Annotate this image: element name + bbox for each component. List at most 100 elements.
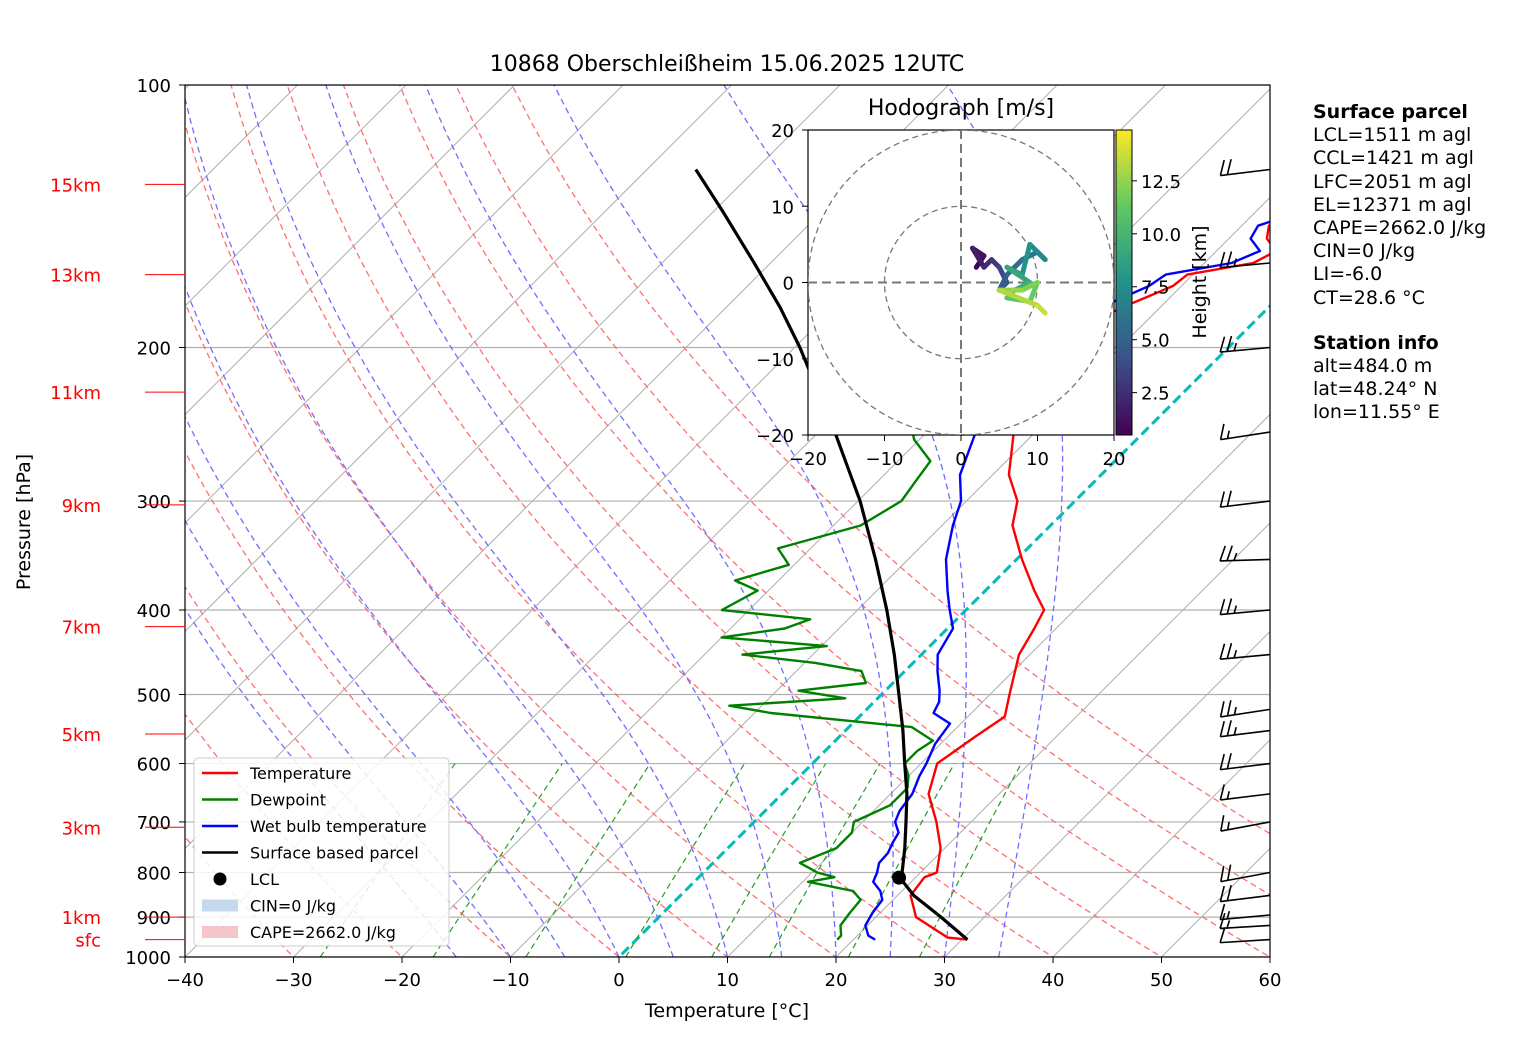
hodograph-y-tick-label: −20 (756, 426, 794, 447)
surface-line: EL=12371 m agl (1313, 193, 1472, 216)
wind-barb (1220, 815, 1270, 832)
height-tick-label: 3km (62, 818, 101, 839)
surface-parcel-header: Surface parcel (1313, 101, 1468, 123)
wind-barb-flag (1226, 159, 1232, 175)
dry-adiabat (185, 450, 621, 957)
dry-adiabat (342, 85, 1163, 957)
wind-barb-half-flag (1226, 911, 1231, 920)
hodograph-y-tick-label: 10 (771, 197, 794, 218)
colorbar-tick-label: 12.5 (1141, 172, 1181, 193)
wind-barb-flag (1226, 642, 1233, 659)
surface-line: CAPE=2662.0 J/kg (1313, 217, 1487, 240)
y-tick-label: 100 (137, 76, 171, 97)
temperature-line (909, 224, 1270, 941)
wind-barb (1219, 423, 1270, 441)
isotherm (185, 85, 841, 741)
zero-isotherm (616, 303, 1270, 957)
legend-swatch (213, 872, 227, 886)
wind-barb (1219, 927, 1270, 944)
station-line: lon=11.55° E (1313, 401, 1440, 424)
wind-barb (1219, 753, 1270, 771)
x-tick-label: 50 (1150, 970, 1173, 991)
height-tick-label: 9km (62, 496, 101, 517)
y-axis-label: Pressure [hPa] (13, 454, 35, 590)
wind-barb (1219, 903, 1270, 921)
chart-title: 10868 Oberschleißheim 15.06.2025 12UTC (490, 52, 965, 77)
y-tick-label: 300 (137, 492, 171, 513)
height-tick-label: 1km (62, 908, 101, 929)
wind-barb-half-flag (1233, 342, 1238, 352)
isotherm (185, 85, 407, 307)
dry-adiabat (185, 121, 838, 957)
y-tick-label: 200 (137, 338, 171, 359)
wind-barb-flag (1219, 720, 1225, 737)
wind-barb-shaft (1220, 168, 1270, 177)
dry-adiabat (230, 85, 946, 957)
wind-barb (1219, 598, 1270, 616)
mixing-ratio-line (625, 763, 746, 957)
x-tick-label: −10 (492, 970, 530, 991)
x-tick-label: 40 (1042, 970, 1065, 991)
isotherm (401, 88, 1270, 957)
surface-line: CCL=1421 m agl (1313, 147, 1474, 170)
station-line: lat=48.24° N (1313, 378, 1438, 401)
legend-label: CAPE=2662.0 J/kg (250, 923, 396, 942)
wind-barb-shaft (1220, 500, 1270, 508)
axes: −40 −30 −20 −10 0 10 20 30 40 50 60100200300400500… (50, 76, 1281, 991)
x-tick-label: −40 (166, 970, 204, 991)
wind-barb-flag (1226, 598, 1233, 615)
wind-barb-flag (1219, 912, 1226, 929)
moist-adiabat (245, 85, 729, 957)
x-tick-label: 30 (933, 970, 956, 991)
x-tick-label: 10 (716, 970, 739, 991)
hodograph-segment (1004, 264, 1033, 285)
mixing-ratio-line (432, 763, 563, 957)
wind-barb-flag (1219, 423, 1225, 440)
wind-barb (1219, 884, 1270, 903)
isotherm (1052, 739, 1270, 957)
hodograph-segment (969, 245, 987, 270)
hodograph-x-tick-label: −10 (866, 449, 904, 470)
moist-adiabat (185, 415, 566, 957)
station-line: alt=484.0 m (1313, 355, 1433, 378)
wind-barb-flag (1226, 864, 1232, 881)
wind-barb-flag (1219, 336, 1226, 353)
legend-label: Temperature (249, 764, 351, 783)
wind-barb-half-flag (1226, 430, 1230, 439)
wind-barb (1219, 784, 1270, 801)
moist-adiabat (185, 285, 620, 957)
wind-barb-flag (1226, 753, 1232, 769)
legend-label: Wet bulb temperature (250, 817, 427, 836)
colorbar-label: Height [km] (1189, 225, 1211, 338)
wind-barb-half-flag (1226, 821, 1230, 830)
x-axis-label: Temperature [°C] (644, 1000, 809, 1022)
station-info-header: Station info (1313, 331, 1439, 354)
isotherm (726, 413, 1270, 957)
wind-barb (1219, 335, 1270, 353)
wind-barb-flag (1219, 545, 1226, 562)
wind-barb (1219, 700, 1270, 718)
wind-barb (1219, 545, 1270, 562)
hodograph-y-tick-label: 20 (771, 121, 794, 142)
hodograph-segment (1027, 241, 1048, 263)
hodograph-colorbar (1115, 129, 1133, 436)
hodograph: −20 −10 0 10 20 −20 −10 0 10 20 Hodograph [m/s] 2.5… (756, 96, 1211, 470)
hodograph-x-tick-label: −20 (789, 449, 827, 470)
legend: Temperature Dewpoint Wet bulb temperature S… (193, 757, 450, 947)
wind-barb-flag (1219, 903, 1226, 920)
height-tick-label: 15km (50, 175, 101, 196)
hodograph-x-tick-label: 10 (1026, 449, 1049, 470)
mixing-ratio-line (711, 763, 827, 957)
hodograph-y-tick-label: −10 (756, 350, 794, 371)
y-tick-label: 500 (137, 686, 171, 707)
legend-swatch (202, 899, 238, 912)
wind-barb (1219, 490, 1270, 508)
wind-barb-flag (1226, 545, 1233, 562)
wind-barb-half-flag (1233, 706, 1237, 715)
wind-barb-flag (1219, 251, 1226, 268)
wind-barb-flag (1226, 720, 1232, 737)
isotherm (185, 85, 516, 416)
isotherm (185, 85, 624, 524)
colorbar-tick-label: 10.0 (1141, 225, 1181, 246)
wind-barb (1219, 642, 1270, 660)
